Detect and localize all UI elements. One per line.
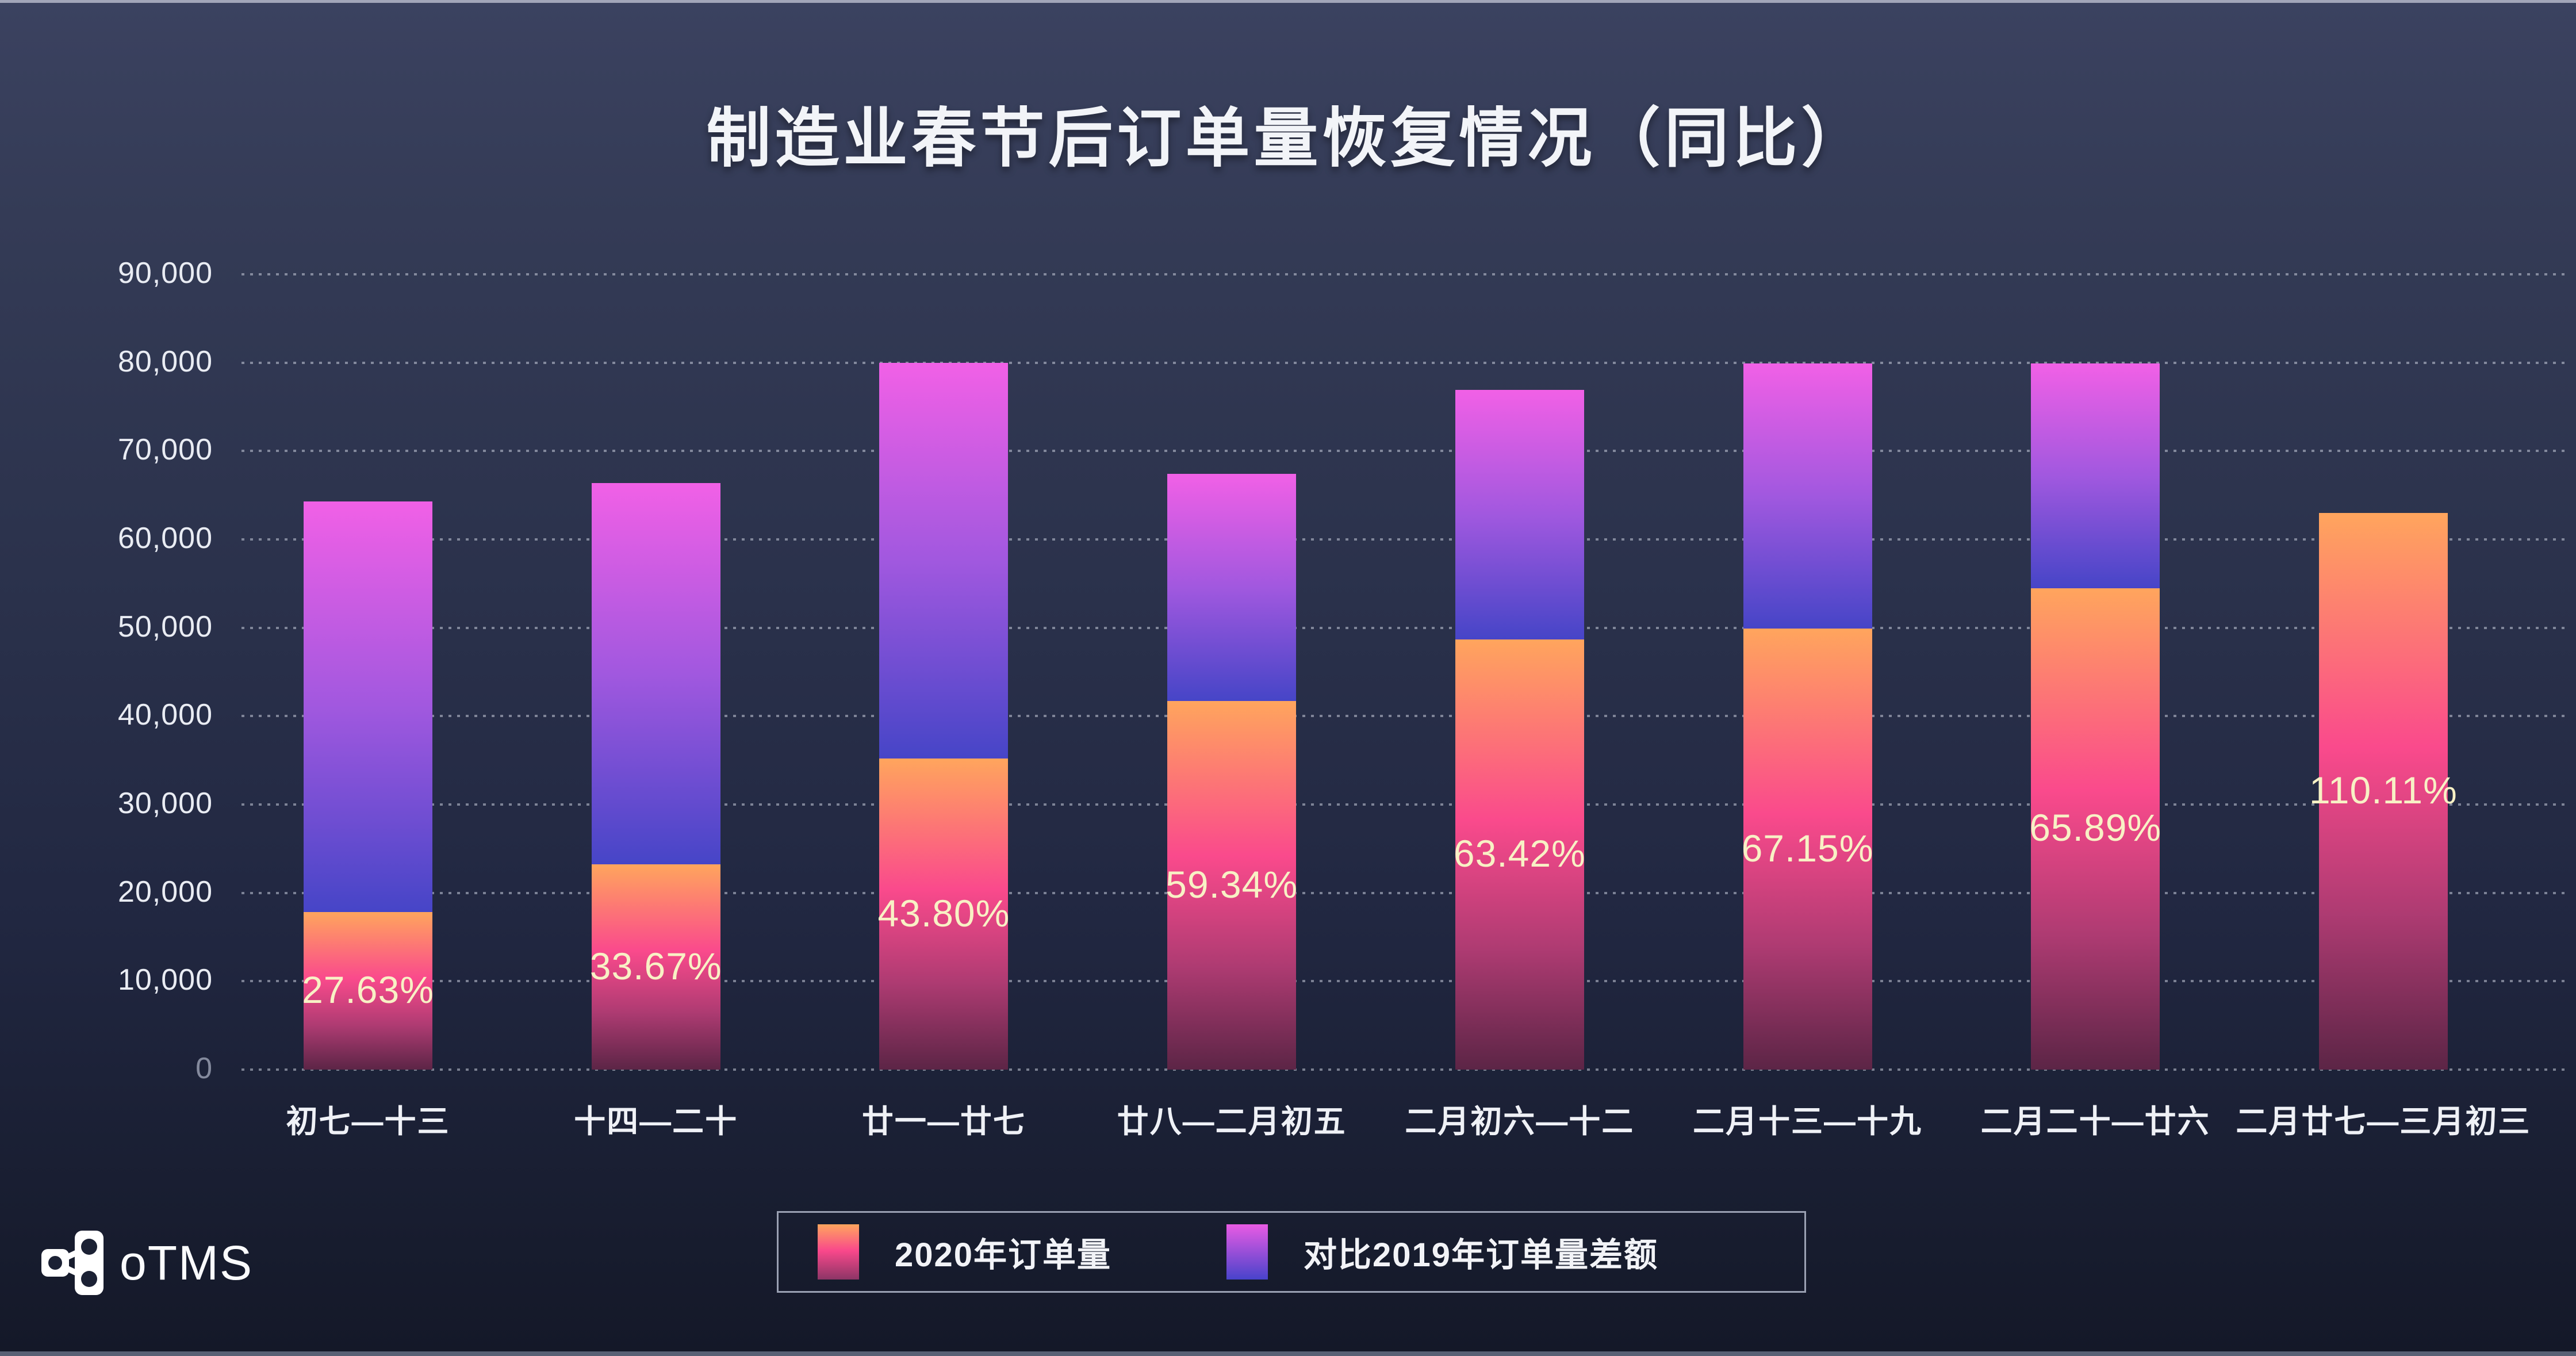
- top-edge-strip: [0, 0, 2576, 3]
- legend: 2020年订单量 对比2019年订单量差额: [777, 1211, 1806, 1293]
- bar-percent-label: 110.11%: [2309, 768, 2458, 811]
- y-tick-label: 70,000: [117, 433, 213, 467]
- bar-diff-segment: [591, 482, 720, 865]
- gridline: [241, 1068, 2564, 1071]
- bottom-edge-strip: [0, 1351, 2576, 1356]
- legend-item-2020: 2020年订单量: [818, 1224, 1111, 1280]
- bar-diff-segment: [1455, 390, 1584, 639]
- x-category-label: 十四—二十: [574, 1104, 738, 1139]
- chart-title: 制造业春节后订单量恢复情况（同比）: [706, 102, 1870, 174]
- legend-item-diff: 对比2019年订单量差额: [1226, 1224, 1658, 1280]
- share-network-icon: [41, 1231, 103, 1295]
- y-tick-label: 40,000: [117, 698, 213, 732]
- gridline: [241, 273, 2564, 275]
- bar-percent-label: 67.15%: [1741, 826, 1874, 869]
- bar-2020-segment: [304, 912, 432, 1070]
- gridline: [241, 538, 2564, 541]
- x-category-label: 二月初六—十二: [1405, 1104, 1635, 1139]
- bar-diff-segment: [879, 362, 1009, 759]
- bar-2020-segment: [2318, 512, 2448, 1070]
- bar-2020-segment: [879, 759, 1009, 1070]
- legend-swatch-2020-icon: [818, 1224, 859, 1280]
- y-tick-label: 60,000: [117, 522, 213, 555]
- logo-text: oTMS: [120, 1235, 254, 1290]
- bar-percent-label: 59.34%: [1166, 863, 1298, 906]
- bar-percent-label: 27.63%: [302, 968, 434, 1012]
- legend-swatch-diff-icon: [1226, 1224, 1268, 1280]
- y-tick-label: 80,000: [117, 344, 213, 378]
- gridline: [241, 450, 2564, 453]
- gridline: [241, 626, 2564, 629]
- bar-percent-label: 65.89%: [2029, 806, 2162, 849]
- y-tick-label: 30,000: [117, 787, 213, 820]
- x-category-label: 二月二十—廿六: [1980, 1104, 2210, 1139]
- bar-2020-segment: [1743, 629, 1872, 1070]
- gridline: [241, 980, 2564, 983]
- x-category-label: 廿八—二月初五: [1117, 1104, 1347, 1139]
- legend-label-2020: 2020年订单量: [895, 1236, 1112, 1274]
- gridline: [241, 361, 2564, 364]
- bar-diff-segment: [1167, 474, 1297, 702]
- bar-2020-segment: [1455, 639, 1584, 1070]
- bar-diff-segment: [304, 501, 432, 913]
- x-category-label: 二月廿七—三月初三: [2236, 1104, 2531, 1139]
- bar-2020-segment: [591, 864, 720, 1070]
- legend-label-diff: 对比2019年订单量差额: [1304, 1236, 1659, 1274]
- otms-logo: oTMS: [40, 1219, 253, 1307]
- y-tick-label: 90,000: [117, 256, 213, 290]
- bar-percent-label: 43.80%: [877, 891, 1010, 934]
- bar-2020-segment: [1167, 701, 1297, 1070]
- y-tick-label: 50,000: [117, 610, 213, 643]
- x-category-label: 廿一—廿七: [861, 1104, 1026, 1139]
- gridline: [241, 715, 2564, 718]
- bar-diff-segment: [1743, 363, 1872, 629]
- y-tick-label: 0: [195, 1052, 213, 1085]
- x-category-label: 初七—十三: [286, 1104, 450, 1139]
- gridline: [241, 891, 2564, 894]
- bar-percent-label: 33.67%: [589, 944, 722, 987]
- bar-percent-label: 63.42%: [1453, 832, 1586, 875]
- gridline: [241, 803, 2564, 806]
- y-tick-label: 10,000: [117, 963, 213, 997]
- x-category-label: 二月十三—十九: [1692, 1104, 1922, 1139]
- bar-diff-segment: [2031, 363, 2160, 588]
- y-tick-label: 20,000: [117, 875, 213, 909]
- bar-2020-segment: [2031, 588, 2160, 1070]
